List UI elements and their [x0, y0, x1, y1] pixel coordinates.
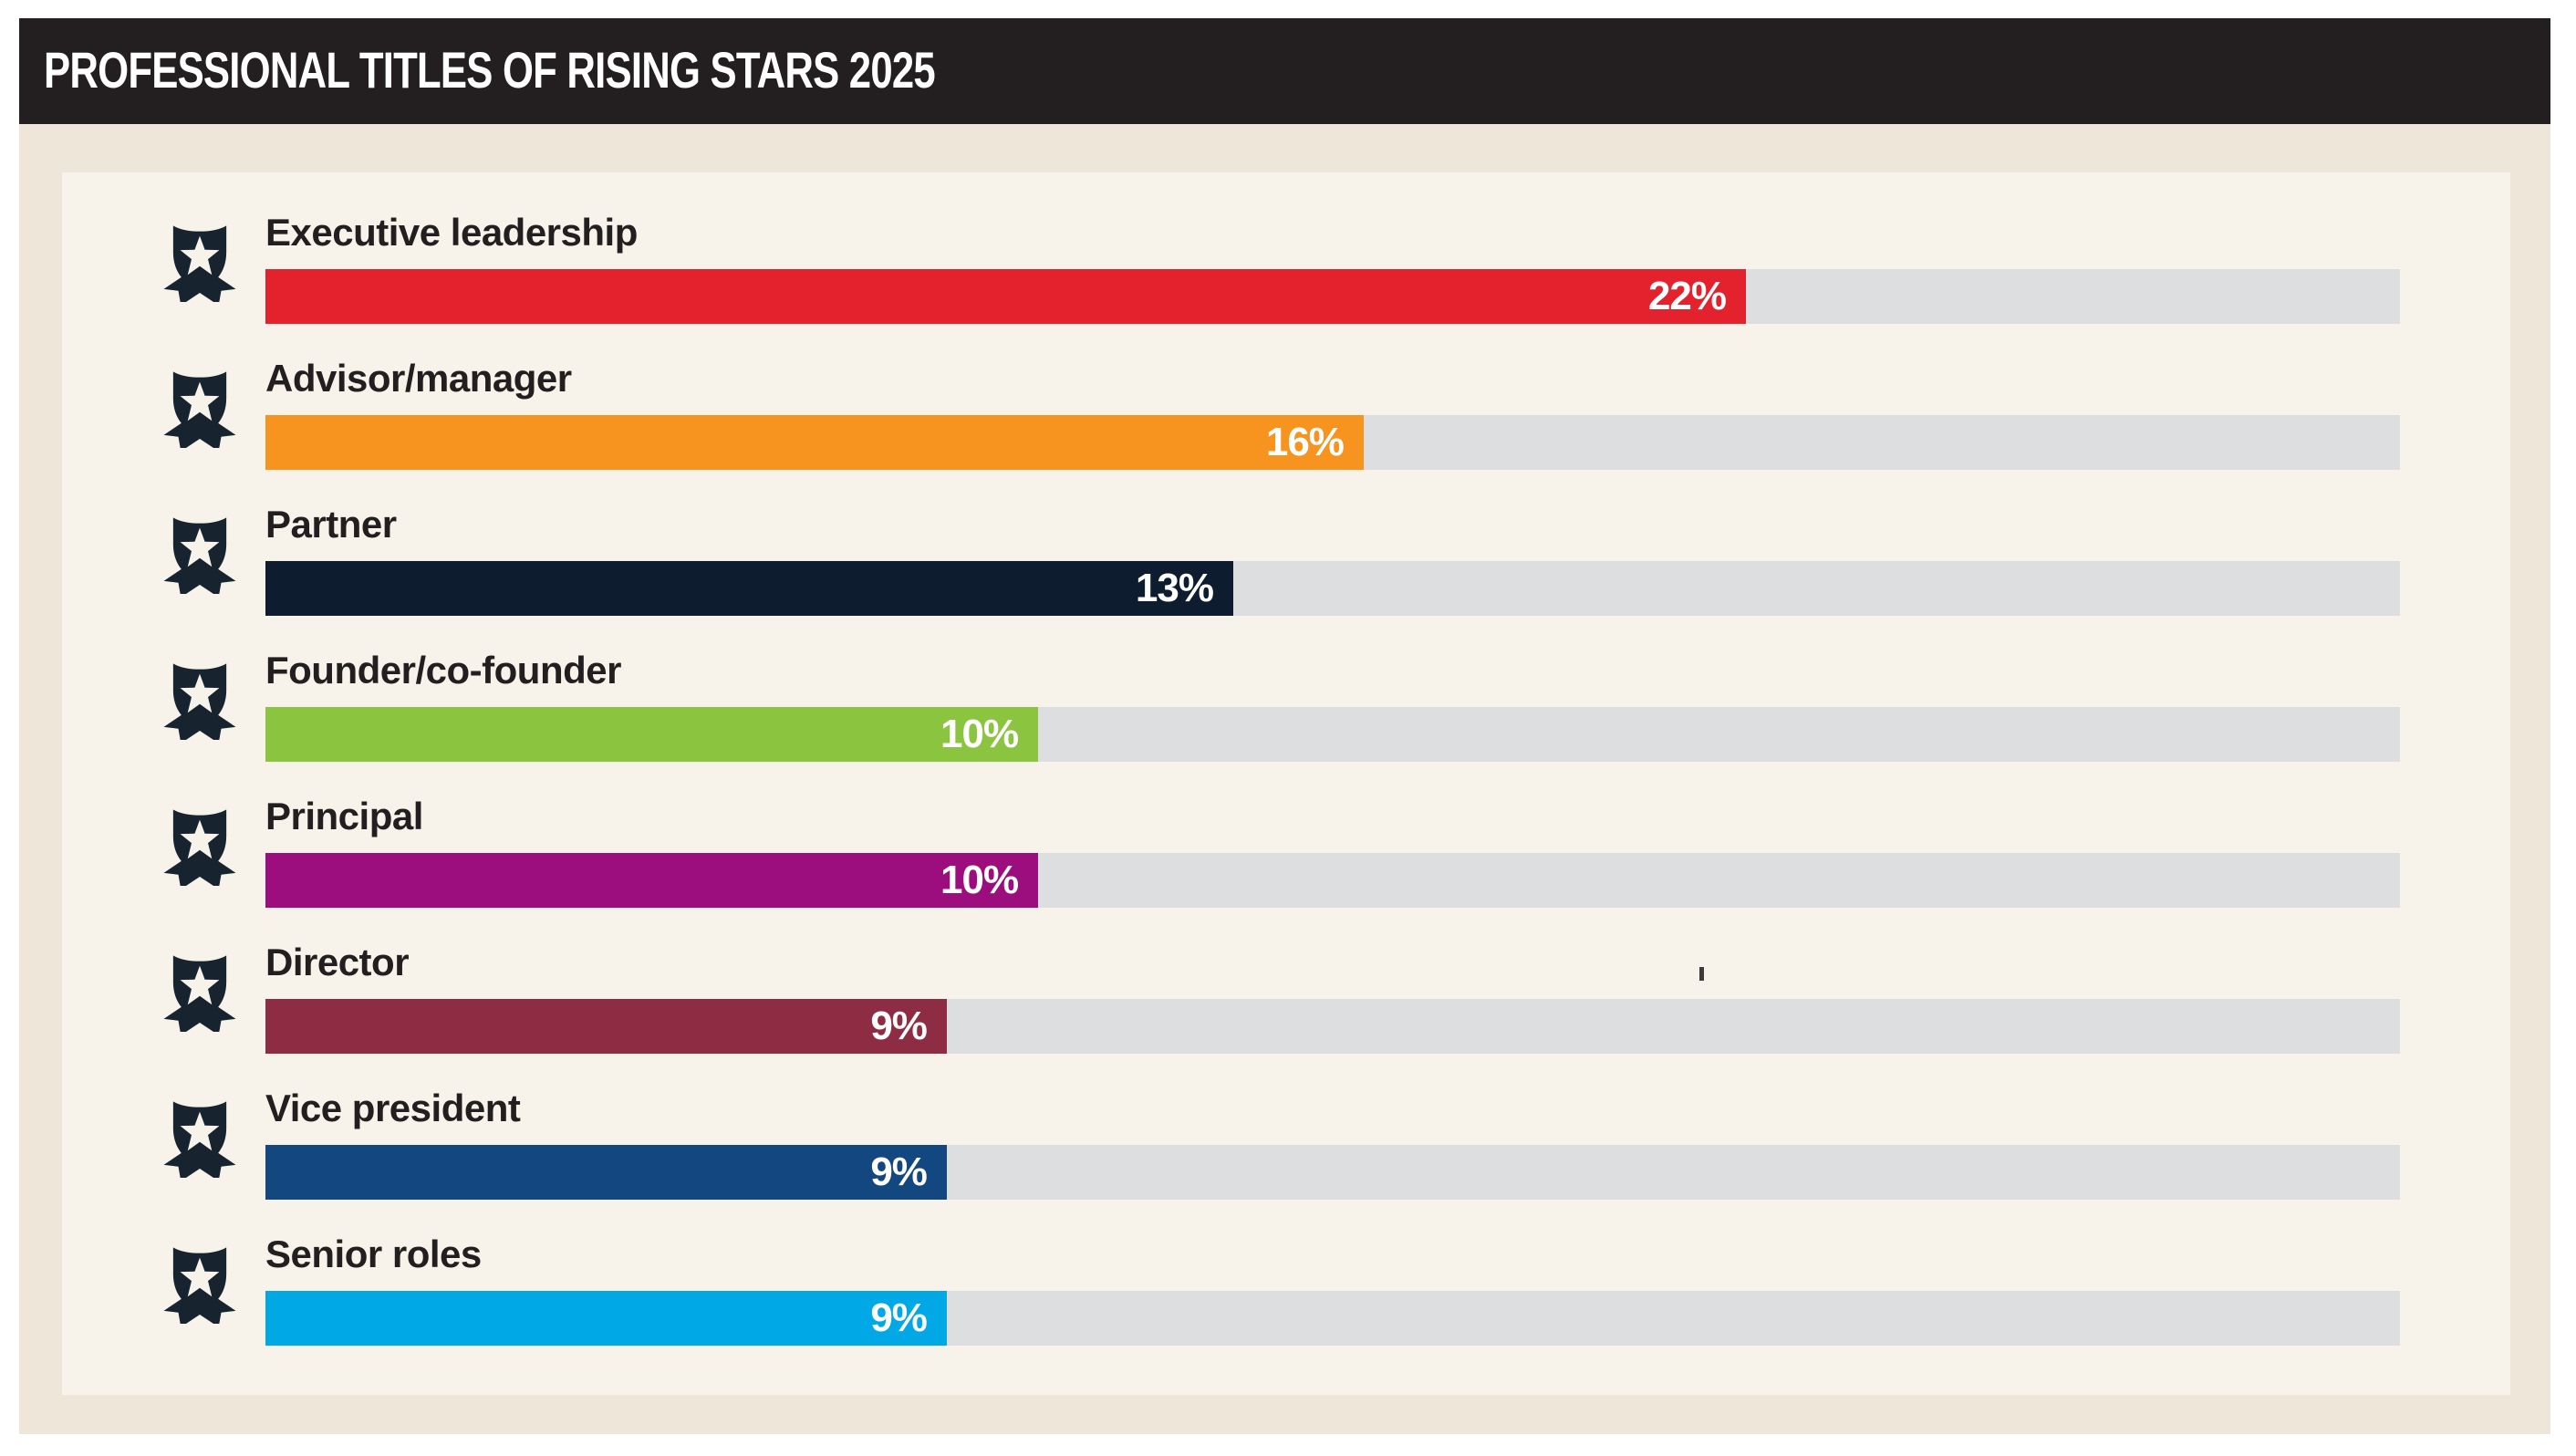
value-label: 10%	[940, 712, 1019, 756]
value-label: 9%	[870, 1149, 928, 1194]
bar-fill: 9%	[265, 1145, 947, 1200]
value-label: 9%	[870, 1004, 928, 1048]
category-label: Partner	[265, 503, 397, 546]
chart-row-principal: Principal 10%	[156, 793, 2400, 939]
row-main: Principal 10%	[265, 793, 2400, 908]
chart-row-senior-roles: Senior roles 9%	[156, 1231, 2400, 1377]
bar-fill: 9%	[265, 999, 947, 1054]
row-main: Director 9%	[265, 939, 2400, 1054]
value-label: 9%	[870, 1295, 928, 1340]
value-label: 16%	[1265, 420, 1345, 464]
category-label: Executive leadership	[265, 211, 638, 254]
row-main: Partner 13%	[265, 501, 2400, 616]
bar-track: 22%	[265, 269, 2400, 324]
award-badge-icon	[156, 508, 244, 594]
bar-track: 16%	[265, 415, 2400, 470]
award-badge-icon	[156, 1092, 244, 1178]
row-main: Senior roles 9%	[265, 1231, 2400, 1346]
chart-header: PROFESSIONAL TITLES OF RISING STARS 2025	[19, 18, 2550, 124]
bar-fill: 13%	[265, 561, 1233, 616]
bar-track: 9%	[265, 1291, 2400, 1346]
chart-row-vice-president: Vice president 9%	[156, 1085, 2400, 1231]
chart-row-founder-co-founder: Founder/co-founder 10%	[156, 647, 2400, 793]
stray-tick-mark	[1699, 967, 1704, 981]
award-badge-icon	[156, 216, 244, 302]
row-main: Executive leadership 22%	[265, 209, 2400, 324]
bar-track: 10%	[265, 707, 2400, 762]
category-label: Vice president	[265, 1087, 521, 1129]
infographic-card: PROFESSIONAL TITLES OF RISING STARS 2025…	[19, 18, 2550, 1434]
bar-track: 10%	[265, 853, 2400, 908]
bar-track: 13%	[265, 561, 2400, 616]
bar-fill: 9%	[265, 1291, 947, 1346]
category-label: Principal	[265, 795, 423, 837]
award-badge-icon	[156, 1238, 244, 1324]
award-badge-icon	[156, 362, 244, 448]
award-badge-icon	[156, 946, 244, 1032]
category-label: Director	[265, 941, 410, 983]
row-main: Vice president 9%	[265, 1085, 2400, 1200]
bar-fill: 10%	[265, 707, 1039, 762]
award-badge-icon	[156, 654, 244, 740]
chart-panel: Executive leadership 22% Advisor/manager	[62, 172, 2510, 1395]
chart-row-director: Director 9%	[156, 939, 2400, 1085]
value-label: 10%	[940, 858, 1019, 902]
bar-fill: 10%	[265, 853, 1039, 908]
chart-title: PROFESSIONAL TITLES OF RISING STARS 2025	[44, 41, 936, 99]
bar-track: 9%	[265, 999, 2400, 1054]
chart-row-advisor-manager: Advisor/manager 16%	[156, 355, 2400, 501]
value-label: 13%	[1135, 566, 1214, 610]
row-main: Advisor/manager 16%	[265, 355, 2400, 470]
value-label: 22%	[1647, 274, 1727, 318]
bar-fill: 16%	[265, 415, 1364, 470]
bar-rows: Executive leadership 22% Advisor/manager	[62, 172, 2510, 1377]
category-label: Senior roles	[265, 1232, 482, 1275]
bar-fill: 22%	[265, 269, 1747, 324]
category-label: Advisor/manager	[265, 357, 572, 400]
row-main: Founder/co-founder 10%	[265, 647, 2400, 762]
bar-track: 9%	[265, 1145, 2400, 1200]
category-label: Founder/co-founder	[265, 649, 621, 692]
chart-row-executive-leadership: Executive leadership 22%	[156, 209, 2400, 355]
award-badge-icon	[156, 800, 244, 886]
chart-row-partner: Partner 13%	[156, 501, 2400, 647]
